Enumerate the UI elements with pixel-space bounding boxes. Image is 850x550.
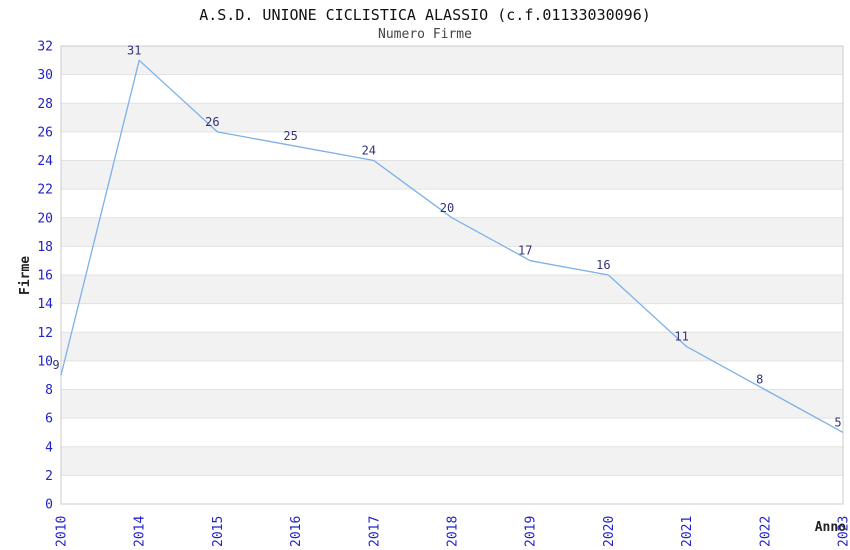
data-label: 25	[283, 129, 297, 143]
y-tick-label: 32	[37, 40, 53, 55]
x-tick-label: 2018	[446, 516, 461, 547]
y-tick-label: 0	[45, 498, 53, 513]
y-tick-label: 4	[45, 440, 53, 455]
data-label: 20	[440, 201, 454, 215]
x-tick-label: 2014	[133, 516, 148, 547]
y-axis-title: Firme	[18, 256, 33, 295]
data-label: 16	[596, 258, 610, 272]
data-label: 5	[834, 415, 841, 429]
x-axis-title: Anno	[815, 520, 846, 535]
y-tick-label: 20	[37, 211, 53, 226]
data-label: 17	[518, 244, 532, 258]
x-tick-label: 2017	[367, 516, 382, 547]
x-tick-label: 2010	[55, 516, 70, 547]
y-tick-label: 24	[37, 154, 53, 169]
y-tick-label: 2	[45, 469, 53, 484]
series-line-firme	[60, 59, 844, 433]
y-tick-label: 6	[45, 412, 53, 427]
x-tick-label: 2016	[289, 516, 304, 547]
data-label: 8	[756, 373, 763, 387]
y-tick-label: 10	[37, 354, 53, 369]
plot-band	[61, 446, 843, 476]
plot-band	[61, 389, 843, 419]
data-label: 24	[362, 144, 376, 158]
y-tick-label: 22	[37, 183, 53, 198]
y-tick-label: 30	[37, 68, 53, 83]
data-label: 26	[205, 115, 219, 129]
y-tick-label: 16	[37, 269, 53, 284]
x-tick-label: 2019	[524, 516, 539, 547]
plot-border	[60, 45, 844, 505]
y-tick-label: 14	[37, 297, 53, 312]
y-tick-label: 28	[37, 97, 53, 112]
data-label: 31	[127, 43, 141, 57]
plot-band	[61, 46, 843, 75]
x-tick-label: 2022	[758, 516, 773, 547]
plot-band	[61, 103, 843, 132]
plot-band	[61, 275, 843, 304]
plot-band	[61, 217, 843, 247]
x-tick-label: 2021	[680, 516, 695, 547]
x-tick-label: 2020	[602, 516, 617, 547]
data-label: 9	[52, 358, 59, 372]
data-label: 11	[674, 330, 688, 344]
y-tick-label: 26	[37, 125, 53, 140]
chart-title: A.S.D. UNIONE CICLISTICA ALASSIO (c.f.01…	[199, 6, 651, 24]
x-tick-label: 2023	[837, 516, 850, 547]
chart-subtitle: Numero Firme	[378, 27, 472, 42]
y-tick-label: 18	[37, 240, 53, 255]
plot-band	[61, 332, 843, 361]
x-tick-label: 2015	[211, 516, 226, 547]
y-tick-label: 8	[45, 383, 53, 398]
plot-band	[61, 160, 843, 190]
y-tick-label: 12	[37, 326, 53, 341]
